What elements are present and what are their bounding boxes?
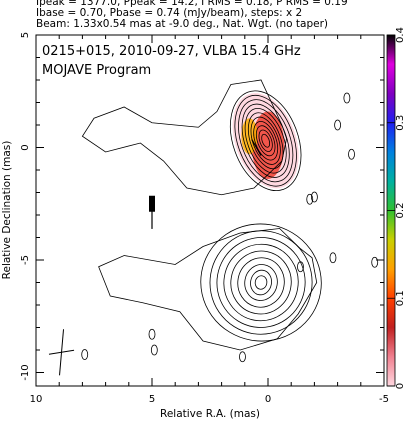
y-tick-label: -10	[20, 364, 31, 380]
colorbar-tick-label: 0.3	[395, 115, 406, 131]
contour-level	[223, 243, 299, 322]
noise-contour	[81, 349, 89, 360]
noise-contour	[148, 328, 156, 340]
contour-level	[250, 269, 272, 296]
polarization-vector	[251, 139, 262, 156]
outer-contour	[98, 228, 318, 351]
contour-layer	[48, 79, 379, 376]
colorbar-tick-label: 0.4	[395, 27, 406, 43]
header-line-1: Ipeak = 1377.0, Ppeak = 14.2, I RMS = 0.…	[36, 0, 348, 8]
header-line-2: Ibase = 0.70, Pbase = 0.74 (mJy/beam), s…	[36, 7, 303, 19]
contour-level	[254, 275, 268, 290]
header-line-3: Beam: 1.33x0.54 mas at -9.0 deg., Nat. W…	[36, 18, 329, 30]
noise-contour	[150, 344, 158, 356]
x-axis-label: Relative R.A. (mas)	[160, 408, 260, 420]
contour-level	[229, 90, 302, 192]
plot-title: 0215+015, 2010-09-27, VLBA 15.4 GHz	[42, 44, 301, 59]
outer-contour	[81, 79, 287, 196]
colorbar-tick-label: 0.2	[395, 203, 406, 219]
contour-level	[230, 250, 292, 315]
polarization-fill-layer	[232, 93, 299, 189]
noise-contour	[239, 351, 246, 363]
plot-frame	[35, 34, 385, 387]
y-tick-label: 5	[20, 32, 31, 38]
x-tick-label: -5	[379, 394, 389, 405]
noise-contour	[310, 191, 318, 203]
polarization-fill-patch	[251, 111, 285, 179]
x-tick-label: 10	[30, 394, 43, 405]
noise-contour	[329, 252, 337, 264]
contour-level	[244, 264, 278, 301]
noise-contour	[306, 193, 314, 205]
noise-contour	[371, 256, 379, 268]
contour-level	[238, 99, 294, 183]
contour-level	[244, 108, 287, 174]
plot-subtitle: MOJAVE Program	[42, 63, 151, 78]
contour-level	[234, 94, 297, 187]
x-tick-label: 0	[265, 394, 271, 405]
header-info: Ipeak = 1377.0, Ppeak = 14.2, I RMS = 0.…	[36, 0, 406, 30]
noise-contour	[334, 119, 342, 131]
colorbar: 0.4 0.3 0.2 0.1 0	[386, 27, 406, 389]
colorbar-tick-label: 0.1	[395, 290, 406, 306]
contour-level	[253, 120, 279, 161]
contour-level	[216, 237, 306, 328]
y-axis-label: Relative Declination (mas)	[1, 141, 13, 280]
y-tick-label: 0	[20, 144, 31, 150]
contour-level	[250, 116, 281, 165]
noise-contour	[297, 261, 304, 273]
contour-level	[261, 133, 271, 148]
contour-level	[237, 257, 285, 308]
x-tick-label: 5	[149, 394, 155, 405]
contour-level	[255, 125, 276, 157]
contour-level	[200, 223, 322, 342]
beam-major-axis	[59, 329, 65, 376]
colorbar-tick-label: 0	[395, 383, 406, 389]
noise-contour	[348, 148, 355, 160]
y-tick-label: -5	[20, 255, 31, 265]
contour-level	[247, 112, 284, 170]
contour-level	[258, 129, 273, 152]
noise-contour	[343, 92, 351, 104]
axis-ticks: 10 5 0 -5 5 0 -5 -10	[20, 32, 389, 405]
